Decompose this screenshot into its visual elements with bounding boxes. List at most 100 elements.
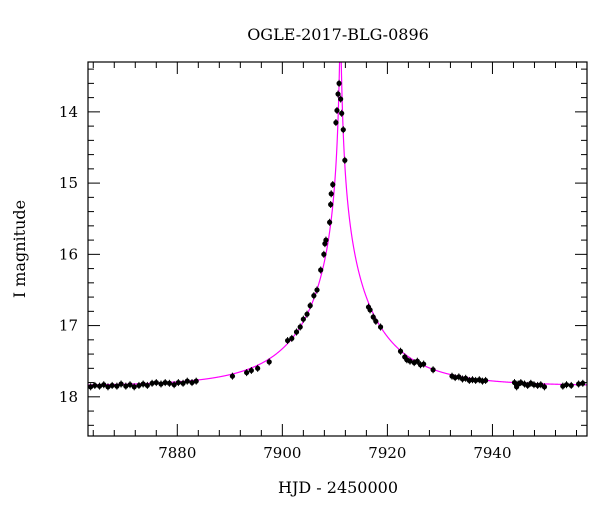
data-point [307,302,313,310]
data-point-marker [575,381,582,387]
data-points-layer [88,79,586,391]
data-point [184,377,190,385]
data-point-marker [370,314,376,320]
data-point [144,381,150,389]
x-tick-label: 7880 [158,444,196,462]
data-point [333,119,339,127]
data-point [340,126,346,134]
data-point-marker [118,381,124,387]
data-point [285,337,291,345]
data-point-marker [338,96,344,102]
data-point-marker [373,318,379,324]
data-point [166,379,173,387]
data-point [193,377,199,385]
data-point-marker [321,251,327,257]
plot-frame [87,61,588,437]
data-point [314,286,320,294]
data-point [330,181,336,189]
data-point [171,381,177,389]
data-point-marker [330,181,336,188]
data-point [339,109,345,117]
data-point [304,310,310,318]
data-point [109,381,115,389]
data-point-marker [336,80,342,86]
y-axis-label: I magnitude [10,200,29,298]
data-point [328,190,334,198]
data-point [123,382,129,390]
data-point-marker [421,361,427,367]
data-point-marker [367,307,373,313]
data-point-marker [162,379,168,386]
data-point [377,323,384,331]
data-point-marker [114,383,120,389]
data-point [335,90,341,98]
data-point-marker [88,384,94,390]
data-point-marker [323,237,329,243]
data-point [131,383,137,391]
data-point [153,379,159,387]
data-point-marker [342,157,348,163]
data-point-marker [318,267,324,273]
data-point-marker [327,219,333,225]
data-point [370,313,376,321]
data-point-marker [297,324,303,330]
data-point [114,382,120,390]
data-point [248,366,254,374]
data-point-marker [568,382,574,389]
y-tick-label: 15 [59,174,78,192]
model-curve [88,62,587,386]
x-tick-label: 7920 [368,444,406,462]
data-point [397,347,404,355]
data-point [175,379,181,387]
data-point [336,79,342,87]
data-point [338,95,344,103]
data-point-marker [149,380,155,386]
data-point-marker [563,382,570,388]
data-point-marker [136,382,142,389]
data-point [297,323,303,331]
data-point-marker [430,367,436,373]
data-point-marker [414,358,420,364]
data-point [189,379,195,387]
data-point [541,383,548,391]
data-point-marker [285,337,291,344]
data-point [92,381,98,389]
data-point [118,380,124,388]
data-point-marker [184,378,190,384]
data-point-marker [397,348,404,354]
data-point-marker [328,191,334,197]
data-point [367,306,373,314]
data-point-marker [105,384,111,390]
data-point-marker [339,110,345,116]
data-point-marker [300,316,306,322]
data-point-marker [96,383,103,389]
data-point [421,360,427,368]
data-point [136,381,142,389]
data-point [327,218,333,226]
x-tick-label: 7900 [263,444,301,462]
data-point [158,380,164,388]
data-point [105,383,111,391]
axis-ticks [88,62,587,436]
data-point-marker [255,365,261,371]
data-point [140,380,146,388]
data-point [575,380,582,388]
data-point [414,357,420,365]
data-point [321,250,327,258]
x-axis-label: HJD - 2450000 [278,478,398,497]
data-point [255,364,261,372]
data-point [311,292,317,300]
data-point [96,382,103,390]
data-point-marker [483,377,489,384]
data-point-marker [153,379,159,386]
data-point-marker [92,382,98,389]
data-point [127,381,133,389]
data-point-marker [307,303,313,309]
data-point-marker [144,382,150,389]
y-tick-label: 18 [59,388,78,406]
data-point [293,328,300,336]
data-point-marker [334,107,340,114]
data-point-marker [180,380,186,386]
